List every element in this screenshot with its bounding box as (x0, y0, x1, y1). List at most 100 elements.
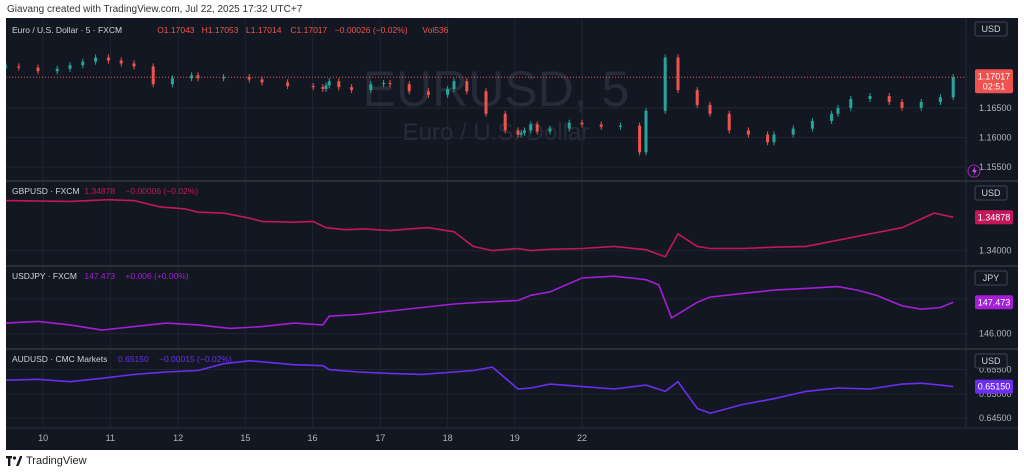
candle-body (663, 57, 667, 111)
series-legend: Euro / U.S. Dollar · 5 · FXCM O1.17043 H1.… (12, 25, 449, 35)
watermark-main: EURUSD, 5 (363, 61, 630, 117)
last-price-value: 1.17017 (978, 71, 1011, 81)
pane-2[interactable]: 1.34000 USD GBPUSD · FXCM 1.34878 −0.00006 (… (6, 180, 1018, 265)
candle-body (676, 57, 680, 91)
legend-symbol: AUDUSD · CMC Markets (12, 354, 107, 364)
candle-body (887, 96, 891, 102)
candle-body (170, 78, 174, 85)
candle-body (321, 87, 325, 89)
candle-body (151, 66, 155, 85)
lightning-icon-bolt (972, 166, 977, 176)
last-value-tag: 0.65150 (975, 379, 1013, 394)
currency-button[interactable]: USD (974, 21, 1008, 37)
watermark-sub: Euro / U.S. Dollar (403, 119, 590, 146)
x-tick-label: 15 (240, 433, 250, 443)
last-price-tag-bg (975, 69, 1013, 94)
last-value-tag-bg (975, 379, 1013, 394)
time-axis: 10 11 12 15 16 17 18 19 22 (6, 427, 1018, 443)
y-tick-label: 1.16500 (979, 103, 1012, 113)
y-tick-label: 1.16000 (979, 133, 1012, 143)
candle-body (465, 81, 469, 92)
currency-label: USD (981, 188, 1001, 198)
pane-1[interactable]: 1.16500 1.16000 1.15500 USD Euro / U.S. Doll… (6, 18, 1013, 180)
x-tick-label: 18 (443, 433, 453, 443)
candle-body (36, 67, 40, 72)
candle-body (951, 77, 955, 98)
candle-body (452, 81, 456, 89)
candle-body (766, 134, 770, 143)
candle-body (426, 91, 430, 95)
candle-body (503, 113, 507, 131)
last-value-tag-bg (975, 210, 1013, 225)
candle-body (327, 81, 331, 86)
currency-button[interactable]: JPY (974, 270, 1008, 286)
x-tick-label: 17 (375, 433, 385, 443)
candle-body (836, 107, 840, 114)
candle-body (388, 83, 392, 85)
candle-body (350, 87, 354, 91)
candle-body (516, 130, 520, 135)
legend-symbol: GBPUSD · FXCM (12, 186, 80, 196)
candles (6, 54, 955, 156)
candle-body (81, 61, 85, 66)
candle-body (830, 113, 834, 121)
legend-item: Vol536 (422, 25, 448, 35)
last-value-text: 0.65150 (978, 382, 1011, 392)
candle-body (695, 90, 699, 105)
candle-body (119, 60, 123, 64)
candle-body (644, 110, 648, 153)
pane-4[interactable]: 0.65500 0.65000 0.64500 USD AUDUSD · CMC Mar… (6, 348, 1018, 428)
candle-body (190, 75, 194, 79)
currency-button-frame (974, 21, 1008, 37)
candle-body (132, 63, 136, 67)
currency-button[interactable]: USD (974, 185, 1008, 201)
legend-change: +0.006 (+0.00%) (125, 271, 188, 281)
candle-body (247, 77, 251, 80)
candle-body (746, 130, 750, 135)
candle-body (529, 124, 533, 131)
candle-body (548, 128, 552, 132)
candle-body (222, 77, 226, 79)
lightning-icon[interactable] (967, 164, 981, 178)
last-value-text: 147.473 (978, 297, 1011, 307)
legend-change: −0.00006 (−0.02%) (125, 186, 198, 196)
x-tick-label: 16 (308, 433, 318, 443)
candle-body (324, 85, 328, 89)
y-tick-label: 0.64500 (979, 413, 1012, 423)
candle-body (938, 97, 942, 102)
candle-body (106, 57, 110, 61)
candle-body (727, 113, 731, 131)
candle-body (618, 125, 622, 127)
legend-value: 147.473 (84, 271, 115, 281)
legend-item: L1.17014 (246, 25, 282, 35)
currency-button-frame (974, 353, 1008, 369)
last-value-text: 1.34878 (978, 212, 1011, 222)
candle-body (311, 85, 315, 88)
legend-item: Euro / U.S. Dollar · 5 · FXCM (12, 25, 122, 35)
footer-brand-label: TradingView (26, 455, 87, 467)
candle-body (599, 124, 603, 127)
candle-body (407, 84, 411, 92)
candle-body (382, 83, 386, 85)
candle-body (55, 68, 59, 72)
currency-label: USD (981, 24, 1001, 34)
legend-change: −0.00015 (−0.02%) (159, 354, 232, 364)
bar-countdown: 02:51 (983, 81, 1006, 91)
x-tick-label: 12 (173, 433, 183, 443)
y-tick-label: 1.15500 (979, 162, 1012, 172)
candle-body (17, 66, 21, 68)
candle-body (446, 88, 450, 95)
candle-body (849, 99, 853, 108)
currency-button[interactable]: USD (974, 353, 1008, 369)
candle-body (6, 66, 8, 68)
candle-body (337, 81, 341, 88)
legend-item: −0.00026 (−0.02%) (335, 25, 408, 35)
tradingview-logo-icon (6, 456, 22, 466)
series-legend: GBPUSD · FXCM 1.34878 −0.00006 (−0.02%) (12, 186, 198, 196)
footer-brand[interactable]: TradingView (6, 454, 87, 468)
candle-body (535, 124, 539, 132)
